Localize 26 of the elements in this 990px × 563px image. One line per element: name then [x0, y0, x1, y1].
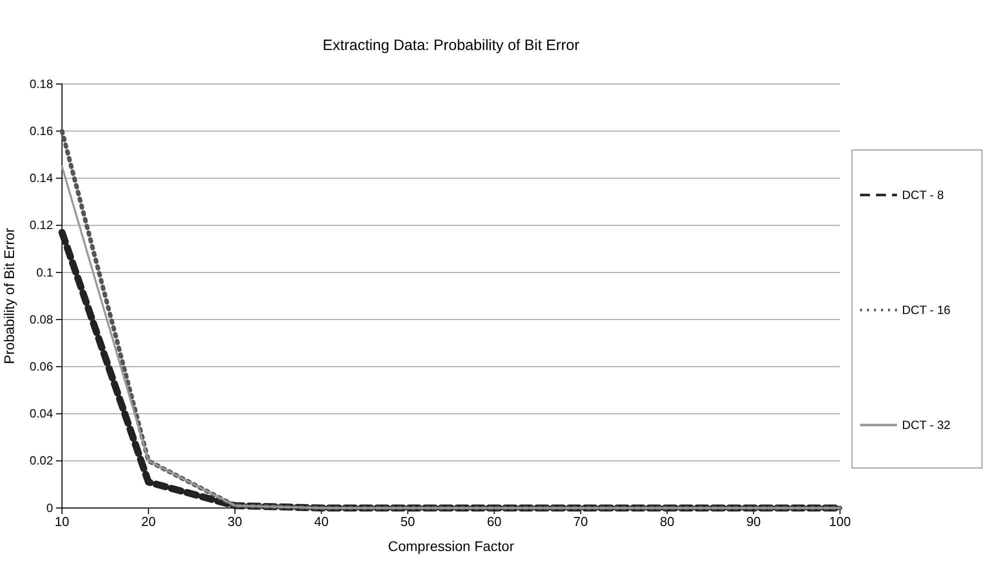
y-tick-label: 0.18	[30, 76, 54, 91]
x-tick-label: 70	[573, 514, 588, 530]
y-tick-label: 0.08	[30, 312, 54, 326]
y-tick-label: 0.02	[30, 454, 54, 468]
y-tick-label: 0.12	[30, 218, 54, 232]
y-tick-label: 0.04	[30, 406, 54, 421]
x-tick-label: 60	[486, 514, 502, 530]
x-tick-label: 100	[829, 514, 851, 530]
chart-title: Extracting Data: Probability of Bit Error	[322, 37, 580, 54]
y-axis-title: Probability of Bit Error	[1, 228, 17, 364]
x-axis-title: Compression Factor	[388, 538, 514, 554]
x-tick-label: 50	[400, 514, 416, 530]
legend-label: DCT - 32	[902, 418, 951, 432]
y-tick-label: 0.14	[30, 171, 54, 186]
y-tick-label: 0	[46, 500, 54, 515]
x-tick-label: 10	[54, 514, 70, 530]
x-tick-label: 90	[746, 514, 761, 530]
x-tick-label: 20	[141, 514, 156, 530]
x-tick-label: 80	[660, 514, 674, 530]
legend-label: DCT - 16	[902, 303, 951, 317]
legend-label: DCT - 8	[902, 188, 944, 202]
y-tick-label: 0.1	[36, 265, 54, 280]
x-tick-label: 40	[314, 514, 329, 530]
y-tick-label: 0.16	[30, 124, 54, 138]
x-tick-label: 30	[228, 514, 242, 530]
y-tick-label: 0.06	[30, 360, 54, 374]
